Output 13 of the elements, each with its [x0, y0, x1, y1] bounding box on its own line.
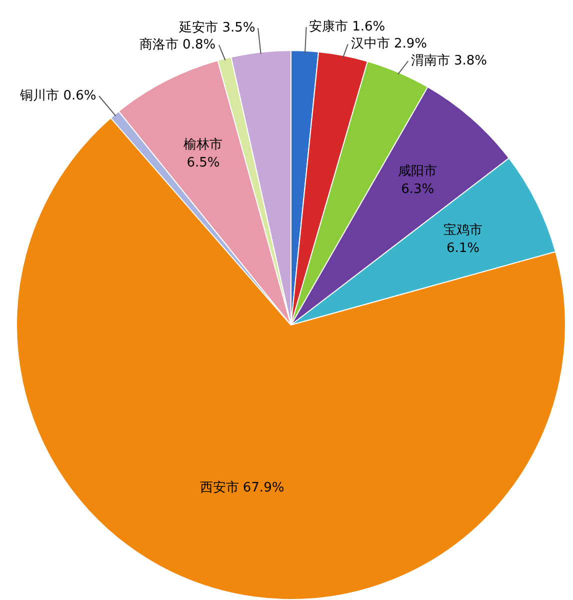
slice-label: 咸阳市: [398, 164, 438, 179]
slice-label: 汉中市 2.9%: [350, 36, 428, 52]
slice-label: 西安市 67.9%: [200, 479, 284, 496]
data-label: 6.5%: [186, 155, 220, 170]
slice-label: 铜川市 0.6%: [19, 88, 96, 104]
slice-label: 榆林市: [184, 137, 223, 152]
slice-label: 商洛市 0.8%: [139, 38, 216, 53]
data-label: 6.3%: [401, 182, 434, 197]
slice-label: 渭南市 3.8%: [410, 53, 487, 68]
slice-label: 延安市 3.5%: [178, 20, 256, 36]
data-label: 6.1%: [446, 240, 480, 256]
slice-label: 安康市 1.6%: [309, 18, 386, 34]
slice-label: 宝鸡市: [444, 222, 483, 238]
